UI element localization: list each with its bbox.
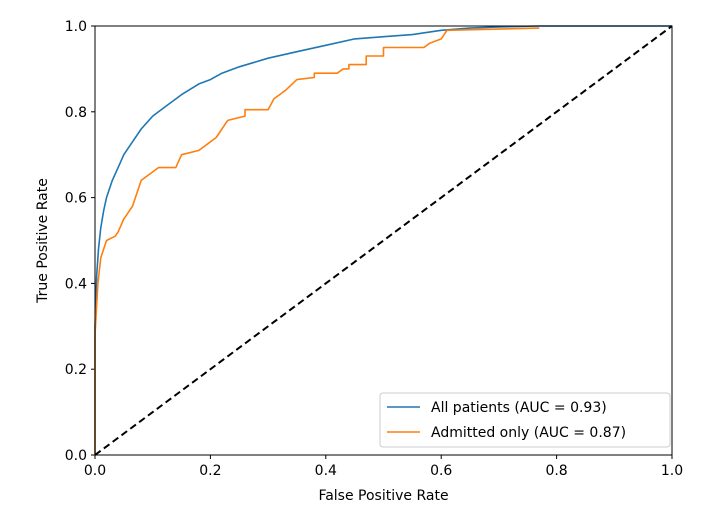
roc-curve-admitted-only: [94, 27, 540, 455]
x-tick-label: 1.0: [661, 463, 683, 479]
y-tick-label: 0.4: [65, 276, 87, 292]
x-tick-label: 0.4: [315, 463, 337, 479]
y-tick-label: 0.6: [65, 191, 87, 207]
x-tick-label: 0.6: [430, 463, 452, 479]
plot-frame: [94, 25, 673, 456]
x-tick-label: 0.8: [545, 463, 567, 479]
legend-label-all-patients: All patients (AUC = 0.93): [431, 400, 607, 416]
y-axis-label: True Positive Rate: [35, 178, 51, 304]
legend-frame: [379, 392, 671, 448]
y-tick-label: 0.2: [65, 362, 87, 378]
x-tick-label: 0.0: [84, 463, 106, 479]
y-tick-label: 1.0: [65, 19, 87, 35]
y-tick-label: 0.0: [65, 448, 87, 464]
roc-curve-all-patients: [94, 25, 672, 455]
chance-diagonal-line: [94, 25, 673, 456]
x-axis-label: False Positive Rate: [318, 488, 448, 504]
y-tick-label: 0.8: [65, 105, 87, 121]
legend: All patients (AUC = 0.93) Admitted only …: [379, 392, 671, 448]
x-tick-label: 0.2: [199, 463, 221, 479]
legend-label-admitted-only: Admitted only (AUC = 0.87): [431, 425, 626, 441]
